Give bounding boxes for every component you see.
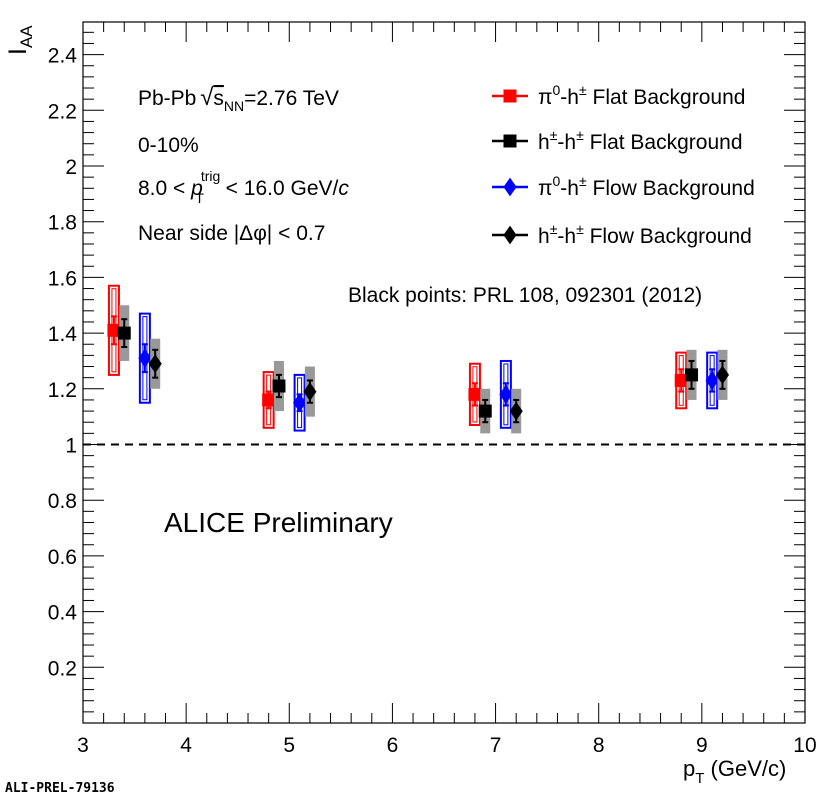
y-tick-label: 2 [65, 156, 77, 179]
x-tick-label: 5 [283, 734, 295, 757]
legend-label: π0-h± Flow Background [538, 173, 755, 200]
legend-label: h±-h± Flat Background [538, 127, 743, 154]
axes: 3 4 5 6 7 8 9 10 0.2 0.4 0.6 0.8 1 1.2 1.4 1.6 1.8 2 2.2 2.… [48, 22, 817, 757]
data-point [715, 365, 730, 385]
series-4 [148, 338, 730, 434]
y-tick-label: 0.6 [48, 546, 77, 569]
legend-entry-4: h±-h± Flow Background [492, 221, 752, 248]
y-tick-label: 1.4 [48, 323, 78, 346]
series-2 [117, 305, 699, 434]
legend-label: π0-h± Flat Background [538, 82, 745, 109]
data-point [499, 385, 513, 404]
data-point [148, 354, 162, 374]
legend: π0-h± Flat Background h±-h± Flat Backgrou… [492, 82, 755, 248]
data-point [117, 326, 131, 340]
preliminary-label: ALICE Preliminary [164, 507, 393, 538]
x-tick-label: 8 [593, 734, 605, 757]
y-tick-label: 1.8 [48, 212, 77, 235]
near-side-cut-text: Near side |Δφ| < 0.7 [138, 222, 325, 245]
data-point [478, 404, 492, 418]
x-tick-label: 3 [77, 734, 89, 757]
y-tick-label: 0.4 [48, 602, 78, 625]
reference-note-text: Black points: PRL 108, 092301 (2012) [348, 284, 702, 307]
data-point [293, 393, 307, 413]
figure-id-label: ALI-PREL-79136 [5, 781, 115, 796]
data-point [705, 371, 719, 390]
y-tick-label: 0.8 [48, 490, 77, 513]
y-tick-label: 2.4 [48, 45, 78, 68]
legend-marker [503, 225, 517, 245]
data-point [138, 348, 152, 368]
data-point [685, 368, 699, 382]
data-point [272, 379, 286, 393]
legend-marker [503, 89, 517, 103]
series-3 [138, 312, 719, 432]
legend-entry-2: h±-h± Flat Background [492, 127, 743, 154]
collision-system-text: Pb-Pb √sNN=2.76 TeV [138, 84, 339, 114]
y-tick-label: 1 [65, 435, 77, 458]
data-point [468, 387, 482, 401]
data-point [509, 401, 523, 421]
data-series [107, 284, 730, 434]
y-tick-label: 1.2 [48, 379, 77, 402]
centrality-text: 0-10% [138, 134, 199, 157]
legend-marker [503, 177, 517, 197]
legend-label: h±-h± Flow Background [538, 221, 752, 248]
trigger-range-text: 8.0 < ptrig T < 16.0 GeV/c [138, 168, 349, 206]
data-point [262, 393, 276, 407]
x-tick-label: 9 [696, 734, 708, 757]
plot-frame [82, 21, 806, 724]
data-point [303, 382, 317, 401]
legend-marker [503, 134, 517, 148]
data-point [674, 373, 688, 387]
series-1 [107, 284, 688, 429]
x-tick-label: 6 [387, 734, 399, 757]
x-tick-label: 10 [793, 734, 816, 757]
legend-entry-3: π0-h± Flow Background [492, 173, 755, 200]
y-tick-label: 1.6 [48, 267, 77, 290]
legend-entry-1: π0-h± Flat Background [492, 82, 745, 109]
x-tick-label: 7 [490, 734, 502, 757]
y-tick-label: 0.2 [48, 657, 77, 680]
x-tick-label: 4 [180, 734, 192, 757]
x-axis-label: pT (GeV/c) [683, 756, 786, 787]
data-point [107, 323, 121, 337]
y-tick-label: 2.2 [48, 100, 77, 123]
y-axis-label: IAA [4, 25, 36, 55]
